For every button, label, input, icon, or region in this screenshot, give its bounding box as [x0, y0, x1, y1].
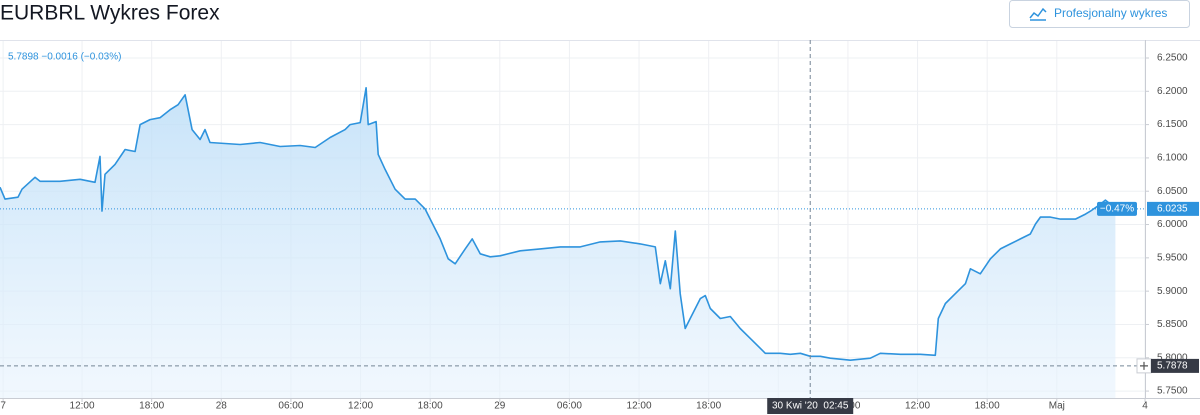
pro-button[interactable]: [1009, 0, 1190, 28]
x-tick-label: 7: [0, 401, 6, 412]
overlays: −0.47% 6.0235 5.7878 30 Kwi '20 02:45: [0, 40, 1199, 414]
y-tick-label: 5.8500: [1157, 319, 1188, 330]
y-tick-label: 6.2000: [1157, 86, 1188, 97]
x-tick-label: 12:00: [348, 401, 373, 412]
chart-title: EURBRL Wykres Forex: [0, 2, 220, 25]
price-line: [0, 87, 1116, 361]
x-tick-label: 18:00: [139, 401, 164, 412]
x-tick-label: 29: [494, 401, 506, 412]
x-tick-label: 12:00: [70, 401, 95, 412]
y-tick-label: 6.2500: [1157, 53, 1188, 64]
y-tick-label: 5.8000: [1157, 352, 1188, 363]
price-badge: [1147, 201, 1199, 216]
y-tick-label: 6.0000: [1157, 219, 1188, 230]
low-badge: [1151, 358, 1199, 373]
price-label: 6.0235: [1157, 204, 1188, 215]
plus-icon: [1140, 361, 1148, 370]
plot: [0, 87, 1116, 399]
x-tick-label: 4: [1142, 401, 1148, 412]
x-tick-label: 18:00: [975, 401, 1000, 412]
axes: 6.2500 6.2000 6.1500 6.1000 6.0500 6.0000 5.95…: [0, 53, 1188, 412]
crosshair-badge: [767, 398, 854, 414]
status-line: 5.7898 −0.0016 (−0.03%): [8, 52, 121, 63]
y-tick-label: 5.7500: [1157, 386, 1188, 397]
y-tick-label: 5.9000: [1157, 286, 1188, 297]
x-tick-label: 28: [216, 401, 228, 412]
x-tick-label: 06:00: [278, 401, 303, 412]
change-label: −0.47%: [1100, 204, 1134, 215]
x-tick-label: Maj: [1049, 401, 1065, 412]
y-tick-label: 6.1000: [1157, 153, 1188, 164]
button-label[interactable]: Profesjonalny wykres: [1054, 6, 1167, 20]
area: [0, 87, 1116, 399]
y-tick-label: 6.0500: [1157, 186, 1188, 197]
x-tick-label: 06:00: [557, 401, 582, 412]
crosshair-label: 30 Kwi '20 02:45: [772, 401, 849, 412]
button-icon: [1029, 7, 1047, 21]
y-tick-label: 6.1500: [1157, 119, 1188, 130]
x-tick-label: 18:00: [418, 401, 443, 412]
x-tick-label: 12:00: [627, 401, 652, 412]
x-tick-label: 12:00: [905, 401, 930, 412]
low-label: 5.7878: [1157, 361, 1188, 372]
change-badge: [1097, 201, 1137, 216]
y-tick-label: 5.9500: [1157, 252, 1188, 263]
x-tick-label: 18:00: [696, 401, 721, 412]
